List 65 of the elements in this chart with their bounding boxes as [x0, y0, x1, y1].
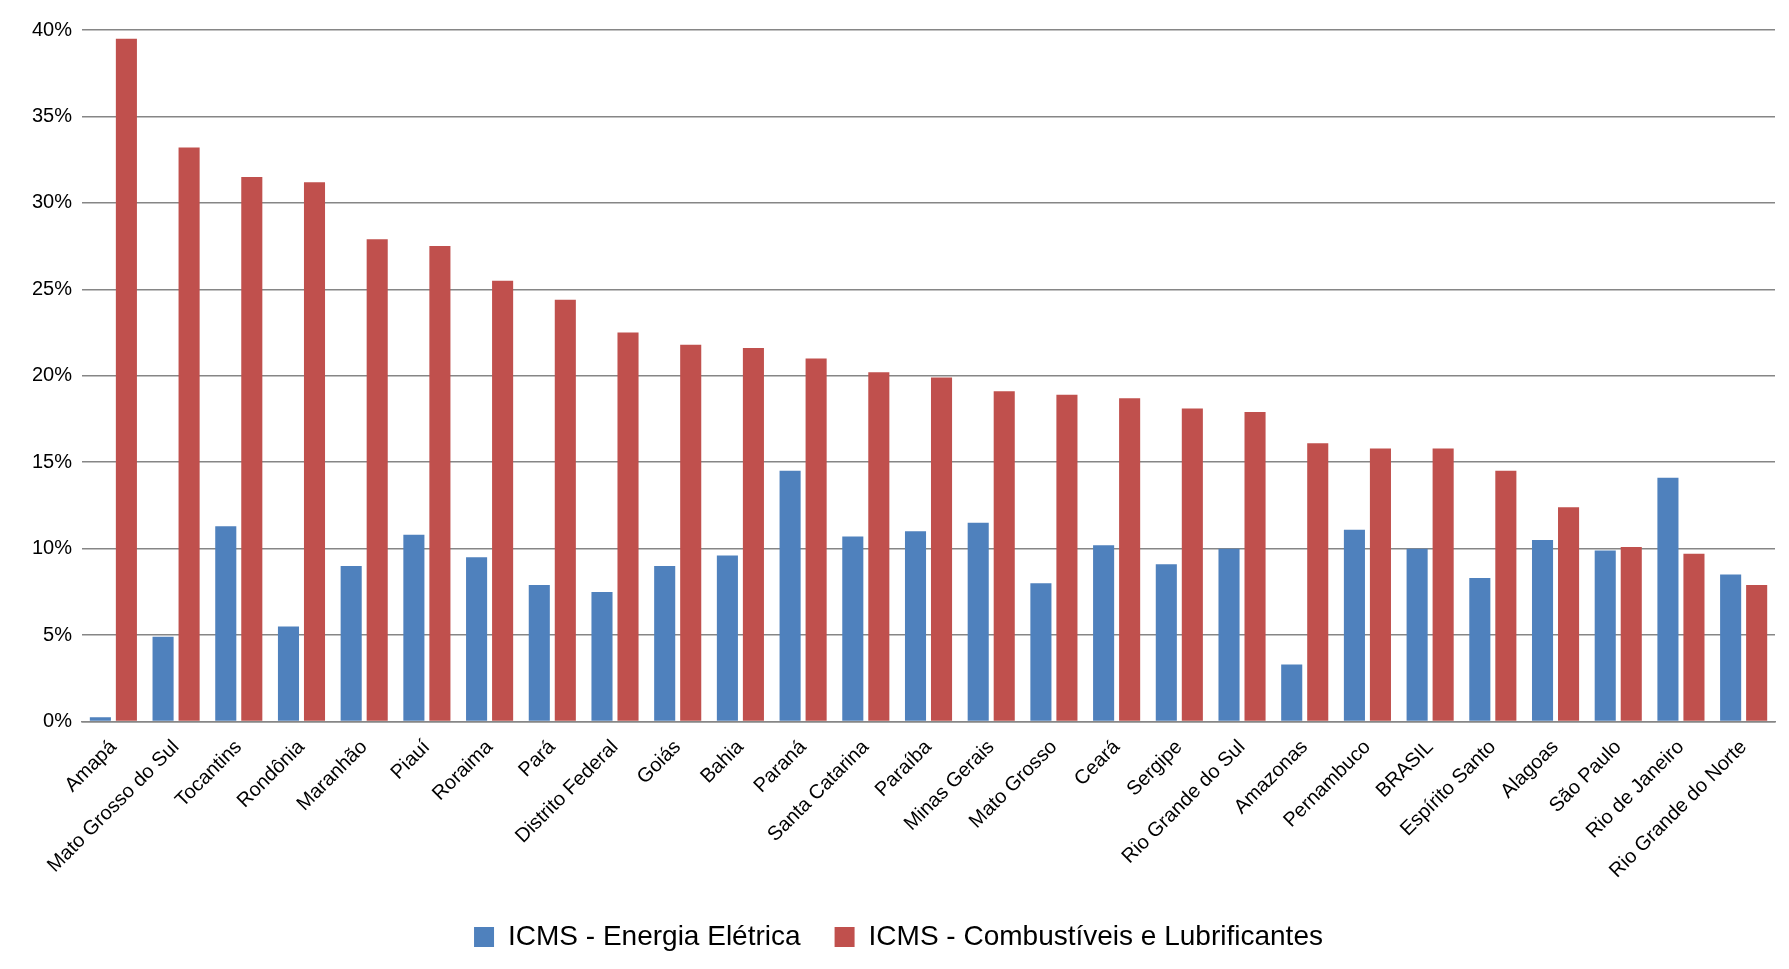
bar: [967, 522, 989, 721]
bar: [152, 636, 174, 721]
bar: [1720, 574, 1742, 721]
bar: [492, 280, 514, 721]
bar: [1495, 470, 1517, 721]
bar: [1181, 408, 1203, 721]
bar: [1531, 540, 1554, 721]
bar: [716, 555, 738, 721]
bar: [591, 591, 613, 721]
y-tick-label: 0%: [43, 709, 73, 732]
y-tick-label: 30%: [32, 190, 73, 213]
bar: [842, 536, 864, 721]
bar: [617, 332, 639, 721]
bar: [868, 372, 890, 721]
bar: [178, 147, 200, 721]
bar: [528, 584, 550, 721]
bar: [742, 348, 764, 721]
legend-label: ICMS - Energia Elétrica: [508, 919, 801, 951]
bar: [993, 391, 1015, 721]
bar: [1683, 553, 1705, 721]
bar: [1119, 398, 1141, 721]
bar: [1369, 448, 1391, 721]
bar: [1343, 529, 1365, 721]
bar: [215, 526, 237, 721]
bar: [403, 534, 425, 721]
bar: [680, 344, 702, 721]
bar: [654, 565, 676, 721]
y-tick-label: 15%: [32, 449, 73, 472]
y-tick-label: 5%: [43, 622, 73, 645]
bar: [466, 557, 488, 721]
bar: [340, 565, 362, 721]
legend-label: ICMS - Combustíveis e Lubrificantes: [868, 919, 1323, 951]
bar: [1620, 546, 1642, 721]
bar: [366, 239, 388, 721]
bar: [303, 182, 326, 721]
bar: [1281, 664, 1303, 721]
bar: [241, 176, 263, 721]
bar: [1657, 477, 1679, 721]
bar: [779, 470, 801, 721]
y-tick-label: 10%: [32, 536, 73, 559]
y-tick-label: 25%: [32, 276, 73, 299]
bar: [1030, 583, 1052, 721]
bar: [1155, 564, 1177, 721]
bar: [1469, 578, 1491, 721]
bar: [1307, 443, 1329, 721]
bar: [1218, 548, 1240, 721]
bar: [904, 531, 927, 721]
bar: [1432, 448, 1454, 721]
bar: [805, 358, 827, 721]
bar: [1093, 545, 1115, 721]
bar: [277, 626, 300, 721]
y-tick-label: 40%: [32, 17, 73, 40]
bar: [115, 38, 137, 721]
bar: [1594, 550, 1616, 721]
bar: [1558, 507, 1580, 721]
y-tick-label: 35%: [32, 103, 73, 126]
bar: [429, 246, 451, 721]
bar: [89, 717, 111, 721]
bar: [930, 377, 953, 721]
bar: [1746, 584, 1768, 721]
bar: [1244, 412, 1266, 721]
y-tick-label: 20%: [32, 363, 73, 386]
bar: [554, 299, 576, 721]
bar: [1056, 394, 1078, 721]
bar: [1406, 548, 1428, 721]
